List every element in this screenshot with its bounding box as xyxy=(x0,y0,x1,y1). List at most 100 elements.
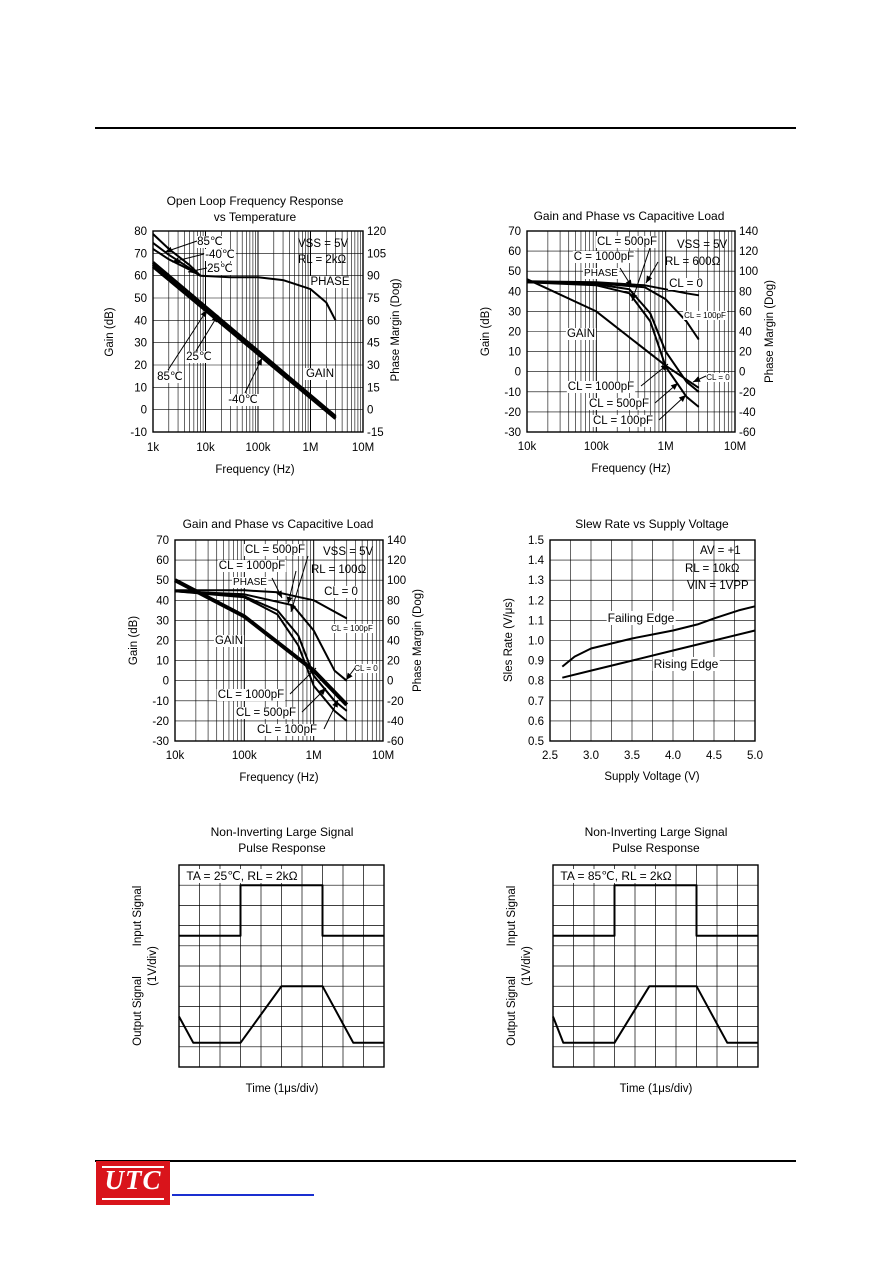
chart2-y2tick: -60 xyxy=(739,427,756,439)
chart2-y2label: Phase Margin (Dog) xyxy=(764,280,776,383)
chart3-y2tick: 100 xyxy=(387,575,406,587)
chart1-annot-25c-gain-bg xyxy=(185,351,213,363)
chart1-arrow-head xyxy=(165,246,173,253)
chart5-cond-bg xyxy=(185,869,299,883)
chart4-cond-rl: RL = 10kΩ xyxy=(685,563,740,575)
chart2-annot-cl0-bg xyxy=(668,278,704,290)
chart2-y2tick: 120 xyxy=(739,246,758,258)
chart2-annot-cl0-gain: CL = 0 xyxy=(706,373,730,382)
chart3-annot-cl100-gain-bg xyxy=(256,724,318,736)
chart3-ytick: 50 xyxy=(156,575,169,587)
chart5-title-line2: Pulse Response xyxy=(238,841,326,855)
chart2-arrow-head xyxy=(646,275,653,283)
chart1-y2label: Phase Margin (Dog) xyxy=(390,278,402,381)
chart4-xlabel: Supply Voltage (V) xyxy=(604,771,699,783)
chart2-annot-gain-bg xyxy=(565,328,597,340)
chart6-frame xyxy=(552,864,759,1068)
chart5-trace-line xyxy=(178,985,384,1044)
chart3-ytick: -20 xyxy=(152,716,169,728)
chart1-gain-line xyxy=(152,265,337,420)
chart2-arrow-head xyxy=(670,383,678,390)
chart3-ytick: -30 xyxy=(152,736,169,748)
chart2-y2tick: 100 xyxy=(739,266,758,278)
chart3-xtick: 1M xyxy=(306,750,322,762)
chart2-ytick: 0 xyxy=(515,367,521,379)
chart2-ytick: 10 xyxy=(508,347,521,359)
chart3-y2tick: -60 xyxy=(387,736,404,748)
chart2-annot-cl100-gain-bg xyxy=(592,415,654,427)
footer-link-underline[interactable] xyxy=(172,1194,314,1196)
chart3-annot-cl0-gain: CL = 0 xyxy=(354,664,378,673)
chart4-xtick: 3.5 xyxy=(624,750,640,762)
chart1-y2tick: -15 xyxy=(367,427,384,439)
chart3-phase-line xyxy=(175,589,348,620)
chart4-cond-vin: VIN = 1VPP xyxy=(687,580,749,592)
chart4-ytick: 1.2 xyxy=(528,595,544,607)
chart2-title: Gain and Phase vs Capacitive Load xyxy=(534,209,725,223)
chart1-arrow-head xyxy=(256,358,262,366)
chart2-annot-cl1000-bg xyxy=(572,251,636,263)
chart3-y2tick: 60 xyxy=(387,615,400,627)
chart3-annot-cl1000-bg xyxy=(217,560,287,572)
chart2-annot-phase: PHASE xyxy=(584,268,618,279)
chart4-annot-failing-edge-bg xyxy=(606,611,676,625)
chart3-title: Gain and Phase vs Capacitive Load xyxy=(183,517,374,531)
chart2-arrow-head xyxy=(625,279,632,287)
chart1-annot-85c-bg xyxy=(196,236,224,248)
chart6-trace-line xyxy=(553,884,758,937)
chart4-ytick: 1.3 xyxy=(528,575,544,587)
chart4-annot-failing-edge: Failing Edge xyxy=(608,611,675,625)
chart1-annot-85c-gain: 85℃ xyxy=(157,371,183,383)
chart1-annot-25c: 25℃ xyxy=(207,263,233,275)
chart3-phase-line xyxy=(174,590,348,682)
chart3-annot-cl500: CL = 500pF xyxy=(245,544,305,556)
chart4-annot-rising-edge: Rising Edge xyxy=(654,657,719,671)
chart3-annot-gain-bg xyxy=(213,635,245,647)
chart3-annot-cl1000-gain: CL = 1000pF xyxy=(218,689,284,701)
chart1-title: Open Loop Frequency Response xyxy=(167,194,344,208)
chart2-annot-cl1000-gain: CL = 1000pF xyxy=(568,381,634,393)
chart2-y2tick: 0 xyxy=(739,367,745,379)
chart1-annot-85c-gain-bg xyxy=(156,371,184,383)
chart1-ytick: 80 xyxy=(134,226,147,238)
chart4-ytick: 0.6 xyxy=(528,716,544,728)
header-rule xyxy=(95,127,796,129)
chart3-arrow-head xyxy=(332,700,338,708)
chart2-annot-cl1000: C = 1000pF xyxy=(574,251,634,263)
chart1-phase-line xyxy=(200,274,337,321)
chart2-arrow-head xyxy=(693,376,701,382)
chart2-ytick: 50 xyxy=(508,266,521,278)
chart2-xtick: 10M xyxy=(724,441,746,453)
chart3-annot-cl100-gain: CL = 100pF xyxy=(257,724,317,736)
chart3-y2label: Phase Margin (Dog) xyxy=(412,589,424,692)
chart2-xtick: 10k xyxy=(518,441,537,453)
chart1-ytick: 20 xyxy=(134,360,147,372)
chart6-ylabel-output: Output Signal xyxy=(506,976,518,1046)
chart2-y2tick: 60 xyxy=(739,306,752,318)
chart1-xtick: 1M xyxy=(303,442,319,454)
chart1-ytick: 40 xyxy=(134,315,147,327)
chart2-annot-cl100: CL = 100pF xyxy=(684,311,726,320)
chart1-xtick: 100k xyxy=(246,442,271,454)
chart2-y2tick: 40 xyxy=(739,327,752,339)
chart3-annot-phase: PHASE xyxy=(233,577,267,588)
chart1-arrow xyxy=(195,314,219,352)
chart2-annot-cl0-gain-bg xyxy=(705,373,732,382)
chart4-series-line xyxy=(561,605,756,668)
chart3-phase-line xyxy=(174,590,348,722)
chart1-annot-m40c-gain: -40℃ xyxy=(228,394,258,406)
chart1-annot-25c-gain: 25℃ xyxy=(186,351,212,363)
chart3-ytick: 10 xyxy=(156,656,169,668)
chart3-gain-line xyxy=(174,578,349,707)
chart3-y2tick: -20 xyxy=(387,696,404,708)
chart1-ytick: 70 xyxy=(134,248,147,260)
chart3-annot-cl0-bg xyxy=(323,586,359,598)
chart3-cond-rl: RL = 100Ω xyxy=(311,564,367,576)
chart3-xlabel: Frequency (Hz) xyxy=(239,772,318,784)
chart4-ytick: 1.5 xyxy=(528,535,544,547)
chart6-ylabel-scale: (1V/div) xyxy=(521,946,533,986)
chart3-arrow-head xyxy=(346,672,353,680)
chart4-cond-av: AV = +1 xyxy=(700,545,741,557)
chart1-y2tick: 60 xyxy=(367,315,380,327)
